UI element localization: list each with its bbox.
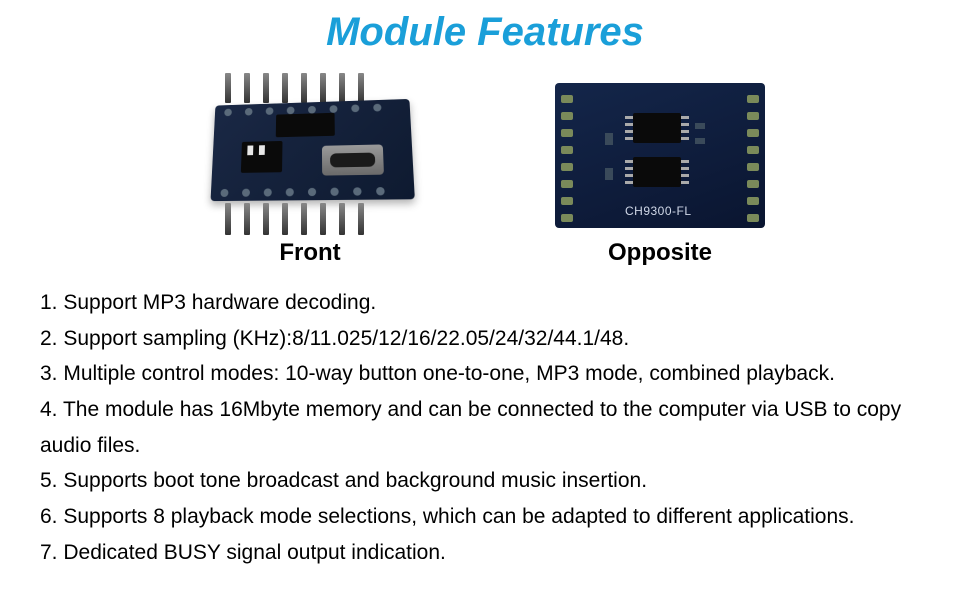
pad-column-right — [747, 95, 759, 222]
page-title: Module Features — [40, 10, 930, 55]
smd-component — [695, 123, 705, 129]
back-caption: Opposite — [608, 239, 712, 267]
feature-item: 4. The module has 16Mbyte memory and can… — [40, 392, 930, 463]
pcb-front-illustration — [185, 65, 435, 235]
feature-item: 3. Multiple control modes: 10-way button… — [40, 356, 930, 392]
pcb-back-illustration: CH9300-FL — [535, 65, 785, 235]
page-container: Module Features — [0, 0, 970, 600]
feature-item: 2. Support sampling (KHz):8/11.025/12/16… — [40, 321, 930, 357]
pad-column-left — [561, 95, 573, 222]
images-row: Front — [40, 65, 930, 267]
feature-item: 5. Supports boot tone broadcast and back… — [40, 463, 930, 499]
silkscreen-pads-bottom — [220, 187, 384, 197]
front-caption: Front — [279, 239, 340, 267]
back-board: CH9300-FL — [555, 83, 765, 228]
front-image-block: Front — [185, 65, 435, 267]
main-ic-chip — [276, 113, 335, 137]
feature-item: 7. Dedicated BUSY signal output indicati… — [40, 535, 930, 571]
back-image-block: CH9300-FL Opposite — [535, 65, 785, 267]
smd-component — [605, 133, 613, 145]
dip-switch — [241, 141, 283, 173]
feature-item: 1. Support MP3 hardware decoding. — [40, 285, 930, 321]
usb-c-connector — [322, 144, 384, 175]
pin-row-bottom — [225, 203, 364, 235]
smd-component — [695, 138, 705, 144]
back-ic-2 — [633, 157, 681, 187]
feature-item: 6. Supports 8 playback mode selections, … — [40, 499, 930, 535]
front-board — [211, 99, 415, 201]
back-ic-1 — [633, 113, 681, 143]
pcb-silkscreen-label: CH9300-FL — [625, 204, 692, 218]
features-list: 1. Support MP3 hardware decoding. 2. Sup… — [40, 285, 930, 571]
pin-row-top — [225, 73, 364, 103]
smd-component — [605, 168, 613, 180]
